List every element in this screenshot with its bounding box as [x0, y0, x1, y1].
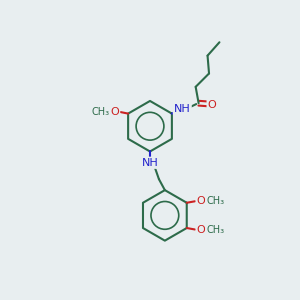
- Text: O: O: [208, 100, 216, 110]
- Text: NH: NH: [142, 158, 158, 168]
- Text: O: O: [196, 224, 206, 235]
- Text: CH₃: CH₃: [206, 224, 224, 235]
- Text: CH₃: CH₃: [206, 196, 224, 206]
- Text: O: O: [196, 196, 206, 206]
- Text: NH: NH: [174, 104, 191, 114]
- Text: O: O: [110, 107, 119, 117]
- Text: CH₃: CH₃: [92, 107, 110, 117]
